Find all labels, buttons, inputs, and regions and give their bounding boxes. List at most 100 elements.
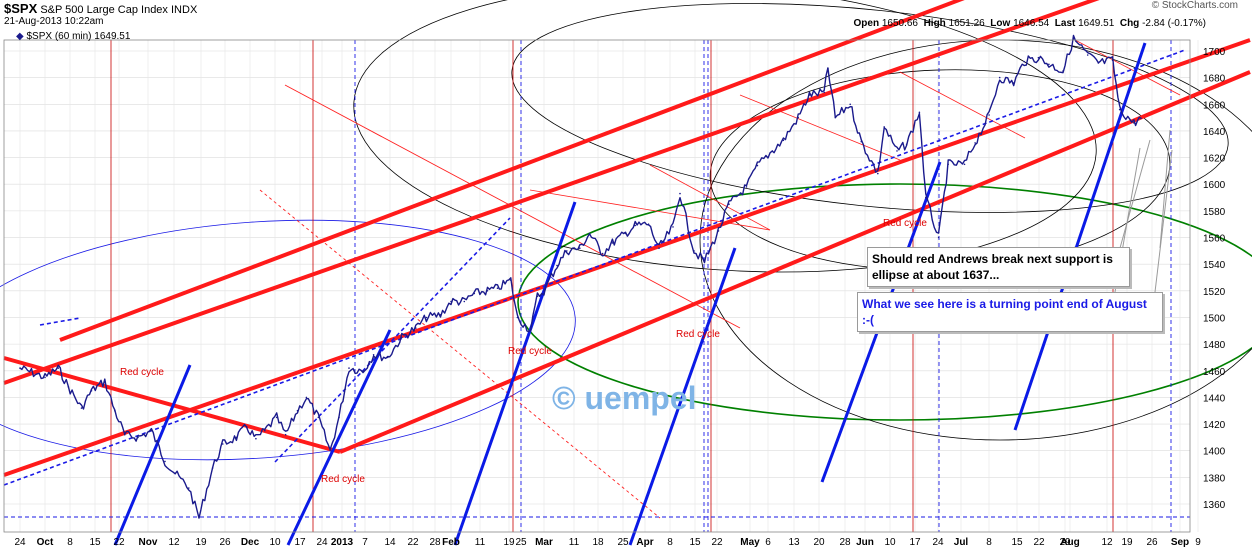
x-tick-label: 24 (316, 537, 328, 548)
x-tick-label: 12 (168, 537, 180, 548)
black-ellipse-4 (511, 3, 1229, 213)
price-point (1118, 108, 1121, 111)
price-point (123, 433, 126, 436)
x-tick-label: Jun (856, 537, 874, 548)
x-tick-label: 9 (1195, 537, 1201, 548)
x-tick-label: 20 (813, 537, 825, 548)
price-point (463, 300, 466, 303)
price-point (693, 250, 695, 252)
price-point (114, 409, 116, 412)
red-cycle-label: Red cycle (883, 218, 927, 229)
price-point (329, 449, 331, 452)
axes: 1360138014001420144014601480150015201540… (3, 39, 1226, 548)
x-tick-label: 17 (909, 537, 921, 548)
blue-trend-line (453, 201, 577, 546)
y-tick-label: 1460 (1203, 367, 1226, 378)
green-ellipse (517, 183, 1252, 421)
price-point (849, 103, 851, 106)
y-tick-label: 1420 (1203, 420, 1226, 431)
price-point (834, 116, 837, 119)
y-tick-label: 1440 (1203, 393, 1226, 404)
blue-trend-line (628, 247, 737, 546)
x-tick-label: 22 (407, 537, 419, 548)
price-point (284, 433, 287, 436)
price-point (1048, 63, 1050, 66)
x-tick-label: 24 (932, 537, 944, 548)
high-label: High (923, 18, 946, 29)
low-label: Low (990, 18, 1011, 29)
x-tick-label: 12 (1101, 537, 1113, 548)
y-tick-label: 1660 (1203, 100, 1226, 111)
red-dashed-line (259, 189, 661, 519)
price-point (536, 295, 539, 298)
price-point (947, 163, 949, 166)
open-label: Open (853, 18, 880, 29)
price-point (415, 327, 417, 329)
blue-trend-line (286, 329, 392, 546)
price-point (67, 386, 70, 388)
x-tick-label: 10 (269, 537, 281, 548)
price-point (647, 223, 650, 225)
x-tick-label: 11 (569, 537, 580, 548)
x-tick-label: 24 (14, 537, 26, 548)
last-label: Last (1054, 18, 1076, 29)
x-tick-label: 29 (1059, 537, 1071, 548)
y-tick-label: 1600 (1203, 180, 1226, 191)
red-thin-line (649, 164, 771, 231)
price-point (1111, 59, 1114, 62)
x-tick-label: 22 (113, 537, 125, 548)
price-point (222, 443, 224, 445)
x-tick-label: 26 (219, 537, 231, 548)
price-point (797, 116, 799, 119)
chart-title: $SPX S&P 500 Large Cap Index INDX (4, 1, 197, 16)
x-tick-label: 8 (667, 537, 673, 548)
x-tick-label: 19 (503, 537, 515, 548)
y-tick-label: 1540 (1203, 260, 1226, 271)
red-cycle-label: Red cycle (120, 367, 164, 378)
red-cycle-label: Red cycle (508, 346, 552, 357)
y-tick-label: 1360 (1203, 500, 1226, 511)
exchange: INDX (171, 4, 198, 16)
y-tick-label: 1580 (1203, 207, 1226, 218)
price-point (963, 163, 966, 166)
x-tick-label: Nov (139, 537, 158, 548)
x-tick-label: Feb (442, 537, 460, 548)
y-tick-label: 1400 (1203, 447, 1226, 458)
x-tick-label: Mar (535, 537, 553, 548)
price-point (372, 354, 375, 356)
price-point (338, 416, 340, 419)
source-credit[interactable]: © StockCharts.com (1151, 0, 1238, 11)
y-tick-label: 1380 (1203, 473, 1226, 484)
price-point (386, 356, 389, 359)
legend-marker: ◆ (16, 31, 24, 42)
x-tick-label: 17 (294, 537, 306, 548)
price-point (579, 247, 581, 249)
red-thin-line (739, 94, 901, 161)
x-tick-label: May (740, 537, 760, 548)
x-tick-label: 6 (765, 537, 771, 548)
price-point (998, 76, 1001, 79)
price-point (860, 140, 863, 143)
price-point (1097, 62, 1100, 64)
price-point (486, 290, 489, 292)
price-point (925, 196, 927, 199)
price-point (883, 126, 885, 128)
price-point (211, 467, 214, 469)
y-tick-label: 1500 (1203, 313, 1226, 324)
price-point (601, 252, 604, 255)
price-point (425, 316, 428, 319)
red-cycle-label: Red cycle (321, 474, 365, 485)
annotation-pointer (1154, 149, 1173, 293)
price-point (188, 487, 190, 489)
annotation-pointer (1159, 129, 1171, 249)
red-thin-line (284, 84, 741, 329)
price-point (198, 516, 200, 519)
price-point (348, 367, 350, 369)
price-point (543, 290, 545, 292)
price-point (1086, 54, 1089, 56)
price-point (728, 203, 730, 205)
price-point (1072, 38, 1075, 40)
price-point (717, 230, 720, 232)
x-tick-label: 2013 (331, 537, 354, 548)
y-tick-label: 1680 (1203, 74, 1226, 85)
